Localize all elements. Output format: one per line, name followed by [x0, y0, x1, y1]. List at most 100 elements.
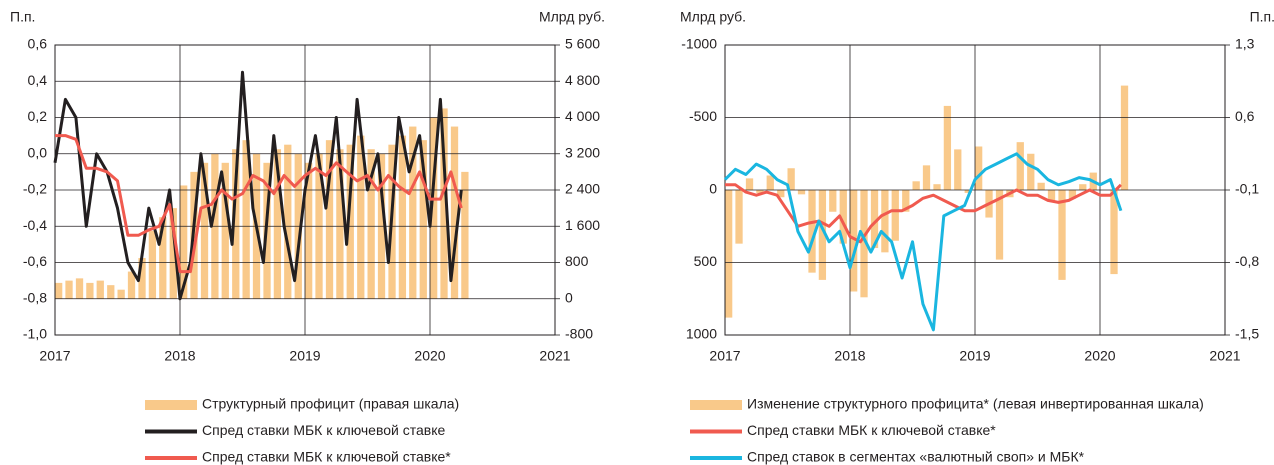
bar	[200, 162, 209, 299]
y-tick-label: -1000	[681, 36, 717, 52]
y-axis-label: П.п.	[10, 9, 35, 25]
legend-swatch	[690, 400, 742, 410]
bar	[787, 168, 795, 190]
x-tick-label: 2018	[164, 348, 195, 364]
bar	[902, 190, 910, 212]
y-axis-label: Млрд руб.	[680, 9, 746, 25]
bar	[1037, 182, 1045, 190]
bar	[273, 149, 282, 299]
y-tick-label: 0,6	[28, 36, 48, 52]
bar	[922, 165, 931, 190]
y2-tick-label: 5 600	[565, 36, 600, 52]
x-tick-label: 2020	[414, 348, 445, 364]
bar	[995, 190, 1004, 260]
bar	[159, 217, 167, 299]
bar	[808, 190, 816, 273]
y2-tick-label: 4 000	[565, 108, 600, 124]
bar	[148, 230, 157, 299]
y2-tick-label: -0,8	[1235, 253, 1259, 269]
bar	[117, 289, 125, 299]
bar	[86, 282, 94, 299]
x-tick-label: 2017	[39, 348, 70, 364]
x-tick-label: 2019	[959, 348, 990, 364]
bar	[954, 149, 962, 190]
y2-tick-label: 0,6	[1235, 108, 1255, 124]
bar	[912, 181, 920, 190]
x-tick-label: 2021	[539, 348, 570, 364]
bar	[777, 190, 785, 198]
bar	[409, 126, 417, 299]
legend-label: Спред ставки МБК к ключевой ставке*	[747, 422, 996, 438]
bar	[870, 190, 879, 248]
bar	[169, 208, 177, 299]
y2-tick-label: 1 600	[565, 217, 600, 233]
bar	[745, 178, 754, 190]
bar	[829, 190, 837, 212]
bar	[75, 278, 84, 299]
plot-frame	[724, 44, 1226, 336]
bar	[756, 190, 764, 193]
y-tick-label: 500	[694, 253, 718, 269]
bar	[1047, 190, 1056, 202]
bar	[398, 135, 407, 299]
bar	[975, 146, 983, 190]
y-tick-label: 0	[709, 181, 717, 197]
plot-frame	[54, 44, 556, 336]
bar	[221, 162, 229, 299]
legend-swatch	[145, 400, 197, 410]
bar	[891, 190, 899, 241]
bar	[766, 175, 774, 190]
bar	[450, 126, 459, 299]
bar	[933, 184, 941, 190]
x-tick-label: 2018	[834, 348, 865, 364]
bar	[367, 149, 375, 299]
bar	[430, 117, 438, 299]
bar	[1058, 190, 1066, 280]
bar	[860, 190, 868, 298]
bar	[180, 185, 188, 299]
y2-tick-label: 3 200	[565, 144, 600, 160]
y-tick-label: -0,6	[23, 253, 47, 269]
y2-tick-label: -1,5	[1235, 326, 1259, 342]
y2-tick-label: 1,3	[1235, 36, 1255, 52]
bar	[232, 149, 240, 299]
bar	[96, 280, 104, 299]
y-tick-label: 0,4	[28, 72, 48, 88]
legend-label: Спред ставки МБК к ключевой ставке*	[202, 449, 451, 465]
bar	[1120, 85, 1129, 190]
bar	[1110, 190, 1118, 275]
bar	[127, 271, 136, 299]
bar	[440, 108, 448, 299]
bar	[1027, 153, 1035, 190]
x-tick-label: 2019	[289, 348, 320, 364]
y2-tick-label: -0,1	[1235, 181, 1259, 197]
legend-label: Спред ставок в сегментах «валютный своп»…	[747, 449, 1085, 465]
bar	[305, 162, 313, 299]
bar	[138, 257, 146, 299]
bar	[850, 190, 858, 292]
y2-axis-label: П.п.	[1250, 9, 1274, 25]
y-tick-label: -1,0	[23, 326, 47, 342]
bar	[725, 190, 733, 318]
bar	[419, 140, 427, 299]
bar	[839, 190, 847, 244]
bar	[336, 149, 344, 299]
line	[723, 152, 1123, 332]
bar	[797, 190, 806, 195]
y2-tick-label: 800	[565, 253, 589, 269]
bar	[881, 190, 889, 253]
x-tick-label: 2017	[709, 348, 740, 364]
bar	[1016, 142, 1024, 190]
legend-label: Изменение структурного профицита* (левая…	[747, 396, 1204, 412]
bar	[325, 140, 334, 299]
y-tick-label: -0,8	[23, 289, 47, 305]
bar	[735, 190, 743, 244]
bar	[284, 144, 292, 299]
y-tick-label: -0,4	[23, 217, 47, 233]
bar	[943, 105, 952, 190]
bar	[1079, 184, 1087, 190]
bar	[964, 190, 972, 193]
bar	[1068, 190, 1077, 199]
x-tick-label: 2020	[1084, 348, 1115, 364]
